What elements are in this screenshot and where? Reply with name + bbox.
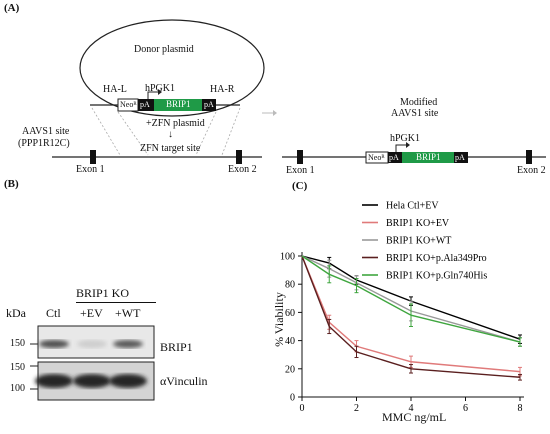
promoter-arrow-left (147, 91, 160, 99)
pa-box-right-2 (454, 152, 468, 163)
lane-label-wt: +WT (115, 306, 141, 320)
blot-group-label: BRIP1 KO (76, 286, 130, 300)
y-tick-label: 40 (285, 336, 295, 347)
zfn-plasmid-label: +ZFN plasmid (146, 118, 205, 129)
panel-a-label: (A) (4, 2, 20, 14)
ha-l-label: HA-L (103, 84, 127, 95)
brip1-box-left (154, 99, 202, 111)
marker-150-top: 150 (10, 338, 25, 349)
marker-100: 100 (10, 383, 25, 394)
legend-label: BRIP1 KO+EV (386, 218, 450, 229)
vinculin-band (73, 374, 111, 388)
exon1-left-box (90, 150, 96, 164)
pa-right-2-label: pA (455, 153, 465, 162)
y-tick-label: 20 (285, 364, 295, 375)
brip1-band (77, 340, 107, 348)
x-tick-label: 0 (300, 403, 305, 414)
marker-150-bottom: 150 (10, 362, 25, 373)
brip1-left-label: BRIP1 (166, 99, 191, 109)
lane-label-ev: +EV (80, 306, 103, 320)
exon1-left-label: Exon 1 (76, 164, 105, 175)
legend-label: BRIP1 KO+p.Ala349Pro (386, 253, 487, 264)
hpgk1-right-label: hPGK1 (390, 133, 421, 144)
legend-label: BRIP1 KO+WT (386, 236, 451, 247)
legend-label: BRIP1 KO+p.Gln740His (386, 271, 487, 282)
donor-plasmid-label: Donor plasmid (134, 44, 194, 55)
construct-diagram (52, 19, 546, 164)
hpgk1-left-label: hPGK1 (145, 83, 176, 94)
neo-right-label: Neoᴿ (368, 153, 385, 162)
ha-r-label: HA-R (210, 84, 235, 95)
x-tick-label: 6 (463, 403, 468, 414)
kda-label: kDa (6, 306, 26, 320)
brip1-band (113, 340, 143, 348)
y-tick-label: 60 (285, 308, 295, 319)
down-arrow: ↓ (168, 129, 173, 140)
pa-right-1-label: pA (389, 153, 399, 162)
y-tick-label: 80 (285, 280, 295, 291)
vinculin-band (109, 374, 147, 388)
x-tick-label: 8 (518, 403, 523, 414)
pa-left-2-label: pA (204, 100, 214, 109)
donor-plasmid-circle (79, 19, 265, 117)
exon2-right-label: Exon 2 (517, 165, 546, 176)
pa-box-left-2 (202, 99, 216, 111)
x-tick-label: 2 (354, 403, 359, 414)
neo-left-label: Neoᴿ (120, 100, 137, 109)
zfn-target-label: ZFN target site (140, 143, 201, 154)
panel-c-label: (C) (292, 180, 308, 192)
promoter-arrow-right (395, 144, 408, 152)
exon1-right-box (297, 150, 303, 164)
pa-left-1-label: pA (140, 100, 150, 109)
brip1-right-label: BRIP1 (416, 152, 441, 162)
aavs1-site-label: AAVS1 site (22, 126, 70, 137)
pa-box-right-1 (388, 152, 402, 163)
x-tick-label: 4 (409, 403, 414, 414)
aavs1-gene-label: (PPP1R12C) (18, 138, 70, 149)
modified-label-line1: Modified (400, 97, 438, 108)
band-label-vinculin: αVinculin (160, 374, 208, 388)
modified-label-line2: AAVS1 site (391, 108, 439, 119)
exon2-left-label: Exon 2 (228, 164, 257, 175)
brip1-box-right (402, 152, 454, 163)
y-tick-label: 0 (290, 393, 295, 404)
band-label-brip1: BRIP1 (160, 340, 193, 354)
panel-b-label: (B) (4, 178, 19, 190)
y-tick-label: 100 (280, 252, 295, 263)
blot-group-bracket (76, 302, 156, 303)
lane-label-ctl: Ctl (46, 306, 61, 320)
brip1-band (39, 340, 69, 348)
pa-box-left-1 (138, 99, 154, 111)
vinculin-band (35, 374, 73, 388)
exon2-right-box (526, 150, 532, 164)
legend-label: Hela Ctl+EV (386, 201, 439, 212)
x-axis-label: MMC ng/mL (382, 410, 447, 424)
exon1-right-label: Exon 1 (286, 165, 315, 176)
exon2-left-box (236, 150, 242, 164)
